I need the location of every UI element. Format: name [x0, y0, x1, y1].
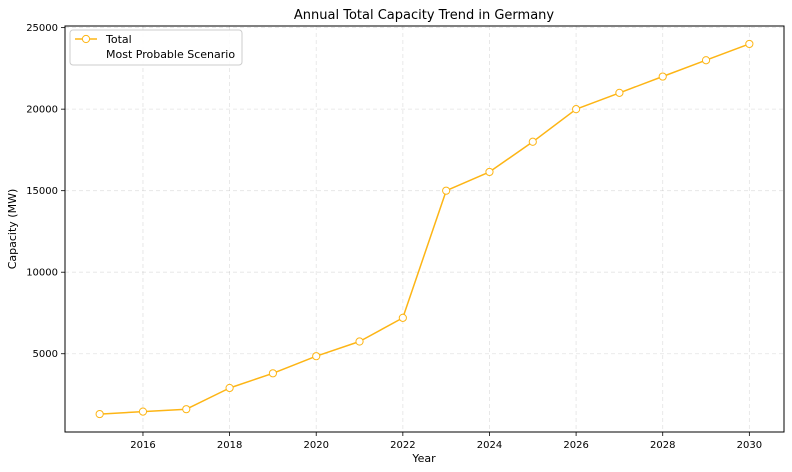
y-tick-label: 5000 [33, 349, 58, 360]
y-tick-label: 15000 [26, 186, 58, 197]
series-line-total [99, 43, 750, 415]
x-tick-label: 2020 [303, 440, 328, 451]
data-point [658, 72, 667, 81]
chart-title: Annual Total Capacity Trend in Germany [294, 8, 555, 23]
y-axis-label: Capacity (MW) [6, 189, 19, 270]
plot-frame [64, 25, 785, 433]
data-point [528, 137, 537, 146]
data-point [701, 56, 711, 65]
legend-total-marker [81, 34, 91, 44]
legend-total-label: Total [105, 33, 132, 46]
y-tick-label: 25000 [26, 23, 58, 34]
legend-frame [69, 29, 243, 66]
data-point [355, 337, 364, 346]
data-point [442, 186, 451, 195]
data-point [571, 105, 581, 114]
data-point [615, 88, 624, 97]
data-point [268, 369, 278, 378]
data-point [485, 167, 494, 177]
x-tick-label: 2028 [650, 440, 675, 451]
data-point [398, 313, 407, 322]
grid-lines [65, 26, 784, 432]
data-point [95, 409, 104, 419]
data-point [225, 383, 234, 393]
x-axis-label: Year [411, 452, 436, 465]
plot-data [95, 39, 754, 419]
x-tick-label: 2022 [390, 440, 415, 451]
data-point [138, 407, 148, 416]
x-tick-label: 2024 [477, 440, 502, 451]
x-tick-label: 2030 [737, 440, 762, 451]
data-point [182, 405, 191, 414]
x-tick-label: 2018 [217, 440, 242, 451]
legend: Total Most Probable Scenario [69, 29, 243, 66]
y-tick-label: 10000 [26, 268, 58, 279]
data-point [745, 39, 754, 49]
legend-scenario-label: Most Probable Scenario [106, 48, 235, 61]
axis-ticks: 2016 2018 2020 2022 2024 2026 2028 2030 5000 1000… [26, 23, 762, 451]
x-tick-label: 2016 [130, 440, 155, 451]
x-tick-label: 2026 [563, 440, 588, 451]
y-tick-label: 20000 [26, 105, 58, 116]
data-point [312, 352, 321, 361]
